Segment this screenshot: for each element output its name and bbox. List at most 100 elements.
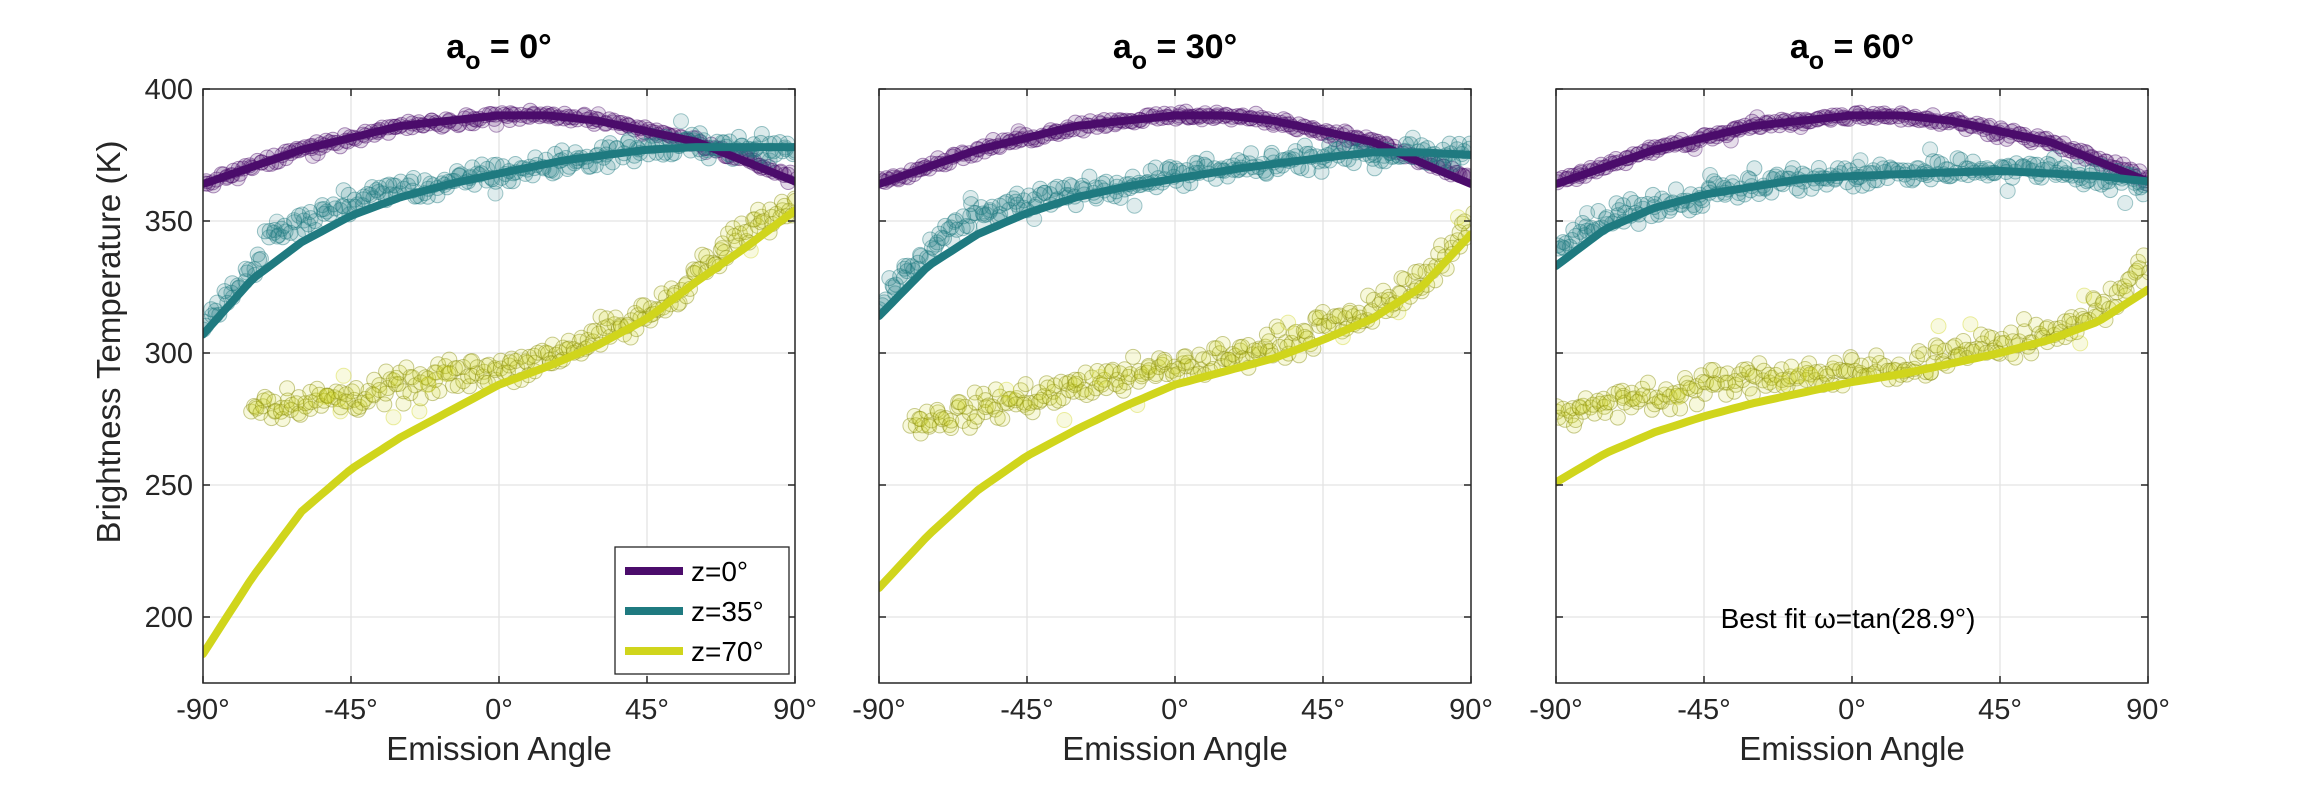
data-point (332, 403, 349, 420)
data-point (1693, 367, 1710, 384)
data-point (1661, 388, 1678, 405)
data-point (2120, 271, 2137, 288)
x-tick-label: 0° (1838, 694, 1866, 726)
data-point (385, 409, 402, 426)
x-tick-label: -90° (1529, 694, 1583, 726)
data-point (251, 251, 268, 268)
data-point (929, 401, 946, 418)
data-point (335, 182, 352, 199)
data-point (1727, 376, 1744, 393)
data-point (992, 388, 1008, 405)
data-point (1567, 412, 1584, 428)
data-point (1651, 393, 1668, 410)
data-point (507, 353, 524, 369)
data-point (1615, 387, 1632, 404)
data-point (1556, 403, 1565, 420)
data-point (1180, 354, 1196, 371)
series-line-1 (203, 111, 795, 188)
data-point (1189, 155, 1206, 172)
data-point (464, 159, 481, 176)
data-point (2063, 309, 2080, 326)
data-point (1556, 239, 1571, 256)
data-point (1118, 374, 1135, 391)
data-point (1012, 382, 1029, 399)
data-point (1091, 369, 1108, 385)
data-point (978, 206, 995, 223)
data-point (1567, 228, 1584, 244)
data-point (955, 412, 971, 429)
data-point (607, 309, 624, 326)
data-point (302, 400, 319, 417)
data-point (391, 364, 408, 381)
data-point (755, 213, 772, 230)
data-point (294, 206, 310, 223)
data-point (1019, 399, 1036, 416)
data-point (405, 170, 422, 186)
data-point (249, 246, 266, 263)
data-point (335, 198, 352, 215)
x-tick-label: 45° (1978, 694, 2022, 726)
data-point (2086, 291, 2102, 308)
data-point (712, 242, 729, 259)
data-point (1688, 396, 1705, 413)
data-point (252, 250, 269, 267)
data-point (216, 283, 233, 300)
data-point (1216, 351, 1233, 368)
data-point (753, 208, 770, 225)
data-point (1046, 180, 1063, 197)
data-point (1909, 350, 1925, 367)
data-point (1719, 374, 1736, 391)
data-point (1017, 376, 1034, 393)
data-point (1224, 346, 1241, 363)
data-point (742, 222, 759, 239)
series-line-1 (1556, 111, 2148, 188)
data-point (1122, 366, 1139, 383)
data-point (1817, 365, 1834, 382)
data-point (412, 374, 429, 391)
data-point (1802, 367, 1819, 384)
data-point (975, 207, 992, 224)
data-point (381, 176, 398, 193)
data-point (267, 402, 284, 419)
data-point (1595, 390, 1612, 407)
data-point (896, 260, 913, 277)
data-point (1195, 351, 1212, 368)
data-point (1641, 388, 1658, 405)
series-line-2 (203, 143, 795, 339)
data-point (961, 404, 978, 421)
data-point (255, 398, 271, 415)
data-point (1246, 342, 1263, 359)
title-rest: = 30° (1147, 28, 1237, 66)
data-point (1726, 383, 1743, 400)
data-point (260, 391, 277, 408)
data-point (403, 173, 420, 190)
data-point (1656, 386, 1673, 403)
data-point (1005, 190, 1022, 207)
data-point (914, 417, 931, 434)
data-point (266, 403, 283, 420)
y-tick-label: 250 (145, 470, 193, 502)
data-point (885, 279, 902, 296)
data-point (487, 362, 504, 378)
data-point (1592, 395, 1609, 412)
data-point (1681, 202, 1698, 219)
data-point (370, 184, 387, 200)
data-point (931, 225, 948, 242)
data-point (714, 235, 731, 252)
data-point (1454, 215, 1471, 232)
data-point (1321, 313, 1337, 330)
data-point (912, 411, 929, 427)
panel-title: ao = 0° (446, 28, 551, 75)
series-line-3 (203, 206, 795, 658)
data-point (2038, 320, 2055, 337)
data-point (934, 411, 951, 428)
data-point (1008, 396, 1024, 413)
data-point (1191, 346, 1208, 363)
data-point (1665, 385, 1682, 402)
data-point (263, 410, 280, 427)
data-point (440, 365, 457, 382)
data-point (950, 398, 967, 415)
data-point (884, 277, 901, 294)
x-tick-label: -45° (324, 694, 378, 726)
data-point (1158, 366, 1175, 383)
